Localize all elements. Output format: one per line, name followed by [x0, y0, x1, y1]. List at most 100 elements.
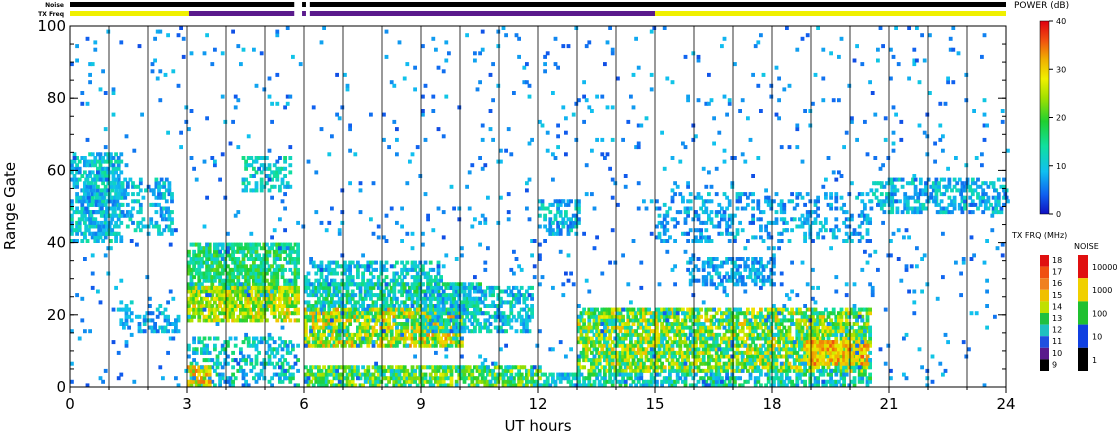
heatmap-cell: [361, 365, 365, 370]
heatmap-cell: [350, 289, 355, 294]
heatmap-cell: [278, 293, 282, 298]
heatmap-cell: [418, 275, 423, 280]
heatmap-cell: [418, 332, 423, 337]
heatmap-cell: [244, 278, 248, 283]
heatmap-cell: [202, 379, 207, 384]
heatmap-cell: [296, 246, 300, 251]
heatmap-cell: [655, 368, 659, 373]
heatmap-cell: [813, 318, 818, 323]
heatmap-cell: [324, 322, 329, 326]
heatmap-cell: [639, 336, 644, 341]
heatmap-cell: [798, 361, 802, 366]
heatmap-cell: [759, 318, 763, 323]
heatmap-cell: [387, 304, 391, 308]
heatmap-cell: [766, 329, 771, 334]
heatmap-cell: [272, 285, 277, 290]
heatmap-cell: [475, 285, 480, 290]
heatmap-cell: [548, 383, 553, 388]
heatmap-cell: [257, 304, 261, 308]
heatmap-cell: [613, 329, 618, 334]
heatmap-cell: [837, 354, 841, 359]
heatmap-cell: [824, 329, 828, 334]
heatmap-cell: [418, 293, 423, 298]
heatmap-cell: [543, 217, 547, 222]
heatmap-cell: [618, 350, 623, 355]
heatmap-cell: [254, 311, 259, 316]
heatmap-cell: [223, 304, 228, 308]
heatmap-cell: [200, 271, 204, 276]
heatmap-cell: [636, 368, 641, 373]
heatmap-cell: [746, 354, 750, 359]
heatmap-cell: [725, 322, 729, 326]
heatmap-cell: [558, 372, 563, 377]
heatmap-cell: [254, 296, 259, 301]
heatmap-cell: [480, 368, 485, 373]
heatmap-cell: [311, 322, 316, 326]
heatmap-cell: [428, 300, 433, 305]
heatmap-cell: [120, 192, 125, 197]
heatmap-cell: [304, 275, 308, 280]
heatmap-cell: [319, 304, 324, 308]
heatmap-cell: [379, 329, 384, 334]
heatmap-cell: [662, 314, 667, 319]
heatmap-cell: [452, 282, 456, 287]
heatmap-cell: [231, 379, 235, 384]
heatmap-cell: [579, 314, 584, 319]
heatmap-cell: [655, 350, 659, 355]
heatmap-cell: [187, 264, 191, 269]
heatmap-cell: [613, 322, 618, 326]
heatmap-cell: [665, 350, 670, 355]
heatmap-cell: [496, 372, 501, 377]
heatmap-cell: [782, 307, 787, 312]
heatmap-cell: [102, 224, 107, 229]
noise-segment: [309, 2, 1007, 7]
heatmap-cell: [818, 361, 823, 366]
heatmap-cell: [200, 246, 204, 251]
heatmap-cell: [473, 383, 477, 388]
heatmap-cell: [486, 285, 490, 290]
heatmap-cell: [379, 293, 384, 298]
heatmap-cell: [337, 285, 342, 290]
heatmap-cell: [514, 296, 519, 301]
heatmap-cell: [379, 365, 384, 370]
heatmap-cell: [348, 271, 352, 276]
heatmap-cell: [428, 278, 433, 283]
heatmap-cell: [192, 285, 196, 290]
heatmap-cell: [384, 307, 389, 312]
heatmap-cell: [691, 329, 696, 334]
heatmap-cell: [428, 318, 433, 323]
heatmap-cell: [434, 332, 438, 337]
heatmap-cell: [444, 311, 449, 316]
heatmap-cell: [509, 311, 514, 316]
heatmap-cell: [128, 177, 133, 182]
heatmap-cell: [304, 285, 308, 290]
heatmap-cell: [387, 329, 391, 334]
heatmap-cell: [119, 318, 124, 323]
heatmap-cell: [439, 379, 443, 384]
heatmap-cell: [785, 340, 789, 345]
heatmap-cell: [384, 383, 389, 388]
heatmap-cell: [330, 343, 334, 348]
heatmap-cell: [218, 350, 222, 355]
heatmap-cell: [88, 224, 92, 229]
heatmap-cell: [343, 264, 347, 269]
heatmap-cell: [527, 314, 532, 319]
heatmap-cell: [387, 293, 391, 298]
heatmap-cell: [223, 361, 228, 366]
heatmap-cell: [213, 275, 217, 280]
heatmap-cell: [748, 354, 753, 359]
heatmap-cell: [605, 307, 610, 312]
heatmap-cell: [189, 372, 194, 377]
heatmap-cell: [473, 304, 477, 308]
heatmap-cell: [694, 340, 698, 345]
heatmap-cell: [426, 278, 430, 283]
heatmap-cell: [330, 336, 334, 341]
heatmap-cell: [545, 379, 550, 384]
heatmap-cell: [189, 368, 194, 373]
heatmap-cell: [665, 307, 670, 312]
heatmap-cell: [405, 307, 410, 312]
heatmap-cell: [618, 358, 623, 363]
heatmap-cell: [543, 379, 547, 384]
heatmap-cell: [96, 184, 100, 189]
heatmap-cell: [200, 350, 204, 355]
